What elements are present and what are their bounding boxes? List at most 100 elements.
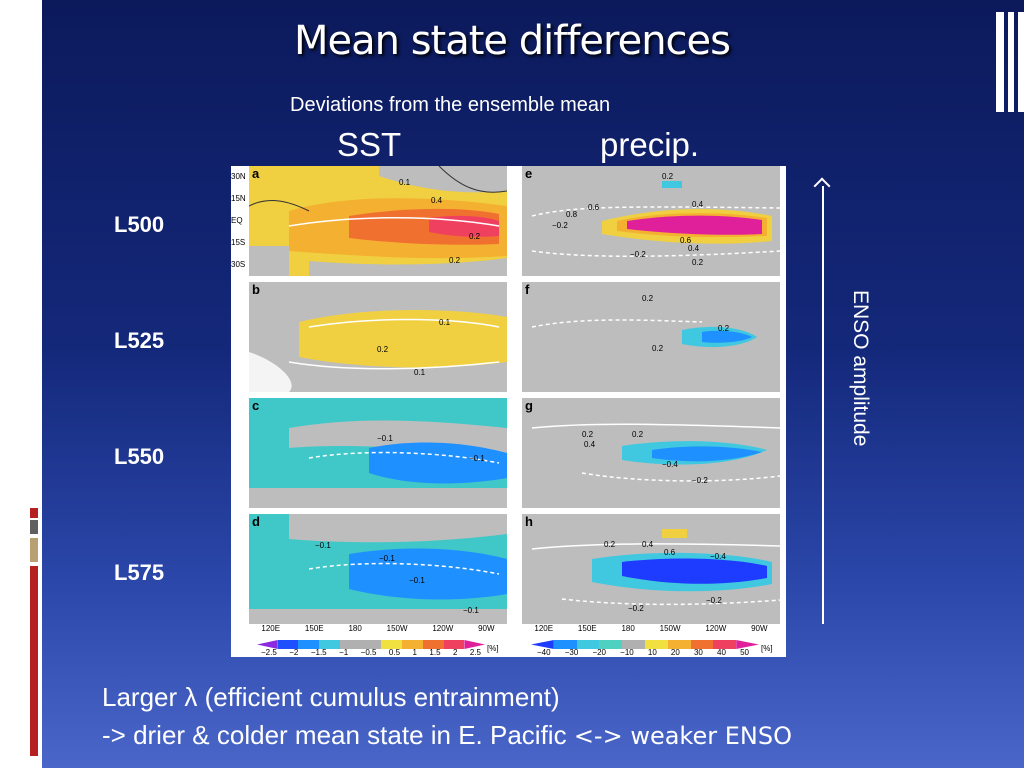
colorbar-segment — [381, 640, 403, 649]
contour-label: 0.2 — [662, 172, 674, 181]
contour-label: −0.2 — [628, 604, 644, 613]
colorbar-segment — [736, 640, 759, 649]
map-panel-f: f 0.2 0.2 0.2 — [522, 282, 780, 392]
contour-label: 0.2 — [449, 256, 461, 265]
contour-label: 0.4 — [688, 244, 700, 253]
map-a-graphic — [249, 166, 507, 276]
row-label-4: L575 — [114, 560, 165, 585]
left-decoration-bar — [0, 0, 42, 768]
colorbar-segment — [443, 640, 465, 649]
contour-label: 0.4 — [431, 196, 443, 205]
colorbar-segment — [402, 640, 423, 649]
lon-axis-labels-left: 120E 150E 180 150W 120W 90W — [261, 624, 495, 633]
enso-arrow-head-icon — [813, 177, 831, 195]
colorbar-segment — [298, 640, 320, 649]
map-panel-c: c −0.1 −0.1 — [249, 398, 507, 508]
contour-label: −0.1 — [409, 576, 425, 585]
colorbar-segment — [690, 640, 714, 649]
contour-label: −0.2 — [706, 596, 722, 605]
left-stripe-tan — [30, 538, 38, 562]
contour-label: −0.4 — [710, 552, 726, 561]
contour-label: −0.1 — [377, 434, 393, 443]
conclusion-line-2-tail: <-> weaker ENSO — [573, 722, 792, 750]
colorbar-sst-ticks: −2.5 −2 −1.5 −1 −0.5 0.5 1 1.5 2 2.5 — [261, 648, 481, 657]
map-panel-h: h 0.2 0.4 0.6 −0.4 −0.2 −0.2 — [522, 514, 780, 624]
contour-label: 0.1 — [414, 368, 426, 377]
colorbar-precip — [531, 640, 759, 649]
contour-label: 0.2 — [469, 232, 481, 241]
lon-axis-labels-right: 120E 150E 180 150W 120W 90W — [534, 624, 768, 633]
map-f-graphic — [531, 319, 757, 348]
contour-label: 0.4 — [642, 540, 654, 549]
conclusion-text: Larger λ (efficient cumulus entrainment)… — [102, 678, 792, 755]
contour-label: 0.2 — [642, 294, 654, 303]
contour-label: 0.2 — [718, 324, 730, 333]
column-label-sst: SST — [337, 126, 402, 163]
row-label-1: L500 — [114, 212, 165, 237]
contour-label: 0.2 — [652, 344, 664, 353]
colorbar-precip-ticks: −40 −30 −20 −10 10 20 30 40 50 — [537, 648, 749, 657]
map-panel-a: a 0.1 0.4 0.2 0.2 — [249, 166, 507, 276]
contour-label: −0.2 — [630, 250, 646, 259]
panel-letter-c: c — [252, 398, 260, 413]
map-panel-d: d −0.1 −0.1 −0.1 −0.1 — [249, 514, 507, 624]
colorbar-segment — [277, 640, 299, 649]
contour-label: −0.2 — [552, 221, 568, 230]
map-panel-g: g 0.2 0.2 0.4 −0.2 −0.4 — [522, 398, 780, 508]
panel-letter-d: d — [252, 514, 260, 529]
colorbar-segment — [713, 640, 737, 649]
colorbar-segment — [531, 640, 554, 649]
map-h-graphic — [531, 529, 780, 606]
contour-label: −0.1 — [379, 554, 395, 563]
colorbar-sst-unit: [%] — [487, 644, 499, 653]
colorbar-segment — [339, 640, 361, 649]
left-stripe-red-small — [30, 508, 38, 518]
lat-axis-labels: 30N 15N EQ 15S 30S — [231, 172, 246, 269]
map-b-graphic — [249, 310, 507, 392]
contour-label: 0.4 — [584, 440, 596, 449]
map-g-graphic — [531, 423, 780, 482]
enso-amplitude-label: ENSO amplitude — [849, 290, 872, 447]
contour-label: 0.8 — [566, 210, 578, 219]
colorbar-sst — [257, 640, 486, 649]
panel-letter-h: h — [525, 514, 533, 529]
row-label-3: L550 — [114, 444, 165, 469]
slide-title: Mean state differences — [294, 18, 731, 64]
contour-label: 0.1 — [399, 178, 411, 187]
conclusion-line-1-post: (efficient cumulus entrainment) — [197, 682, 560, 712]
contour-label: −0.1 — [315, 541, 331, 550]
colorbar-segment — [422, 640, 444, 649]
colorbar-precip-unit: [%] — [761, 644, 773, 653]
contour-label: −0.1 — [469, 454, 485, 463]
left-stripe-gray — [30, 520, 38, 534]
colorbar-segment — [464, 640, 486, 649]
colorbar-segment — [553, 640, 577, 649]
column-label-precip: precip. — [600, 126, 700, 163]
contour-label: 0.2 — [692, 258, 704, 267]
contour-label: 0.6 — [588, 203, 600, 212]
conclusion-line-2: -> drier & colder mean state in E. Pacif… — [102, 716, 792, 755]
contour-label: −0.1 — [463, 606, 479, 615]
panel-letter-a: a — [252, 166, 260, 181]
colorbar-segment — [319, 640, 340, 649]
contour-label: −0.2 — [692, 476, 708, 485]
lambda-symbol: λ — [184, 682, 198, 712]
colorbar-segment — [576, 640, 600, 649]
contour-label: 0.2 — [632, 430, 644, 439]
contour-label: 0.2 — [582, 430, 594, 439]
contour-label: −0.4 — [662, 460, 678, 469]
colorbar-segment — [622, 640, 645, 649]
map-c-graphic — [249, 398, 507, 508]
contour-label: 0.2 — [604, 540, 616, 549]
panel-letter-b: b — [252, 282, 260, 297]
contour-label: 0.6 — [664, 548, 676, 557]
enso-arrow-line — [822, 186, 824, 624]
row-label-2: L525 — [114, 328, 165, 353]
contour-label: 0.1 — [439, 318, 451, 327]
map-d-graphic — [249, 514, 507, 624]
map-panel-b: b 0.1 0.2 0.1 — [249, 282, 507, 392]
conclusion-line-1-pre: Larger — [102, 682, 185, 712]
contour-label: 0.6 — [680, 236, 692, 245]
conclusion-line-2-main: -> drier & colder mean state in E. Pacif… — [102, 720, 574, 750]
conclusion-line-1: Larger λ (efficient cumulus entrainment) — [102, 678, 792, 716]
